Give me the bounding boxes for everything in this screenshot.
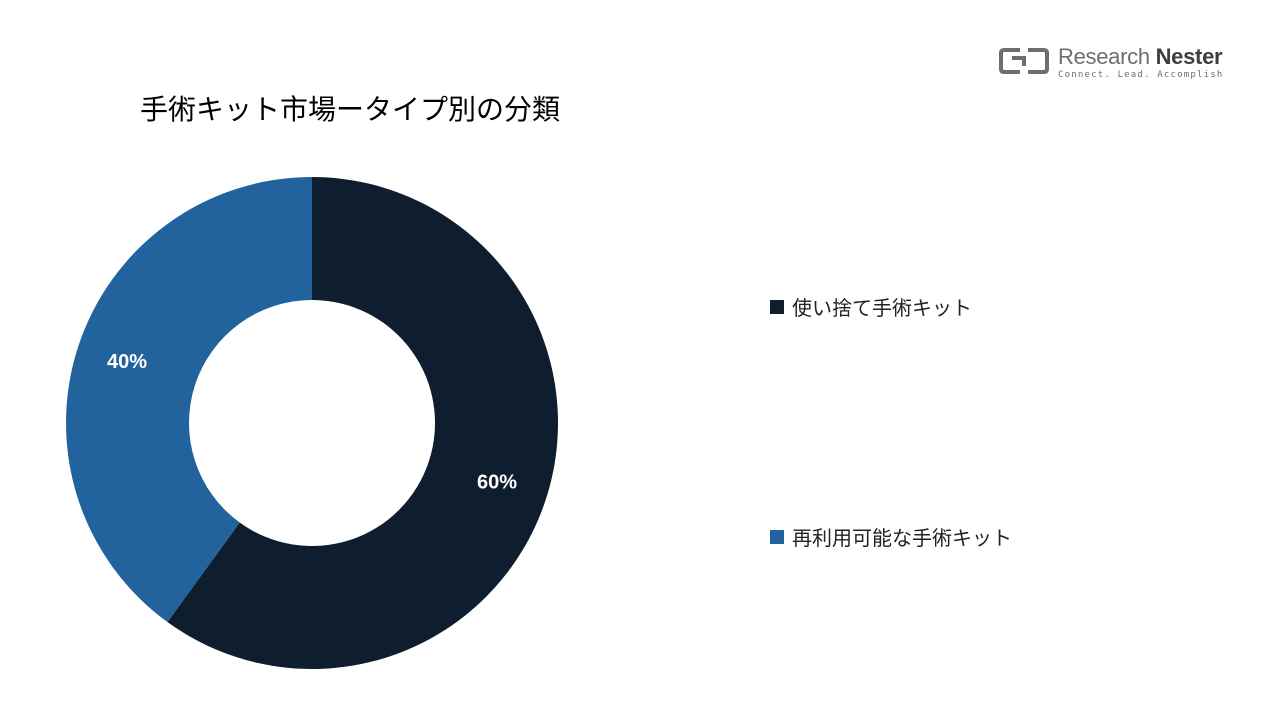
slice-disposable-label: 60% [477, 471, 517, 493]
logo-tagline: Connect. Lead. Accomplish [1058, 70, 1224, 80]
legend-item-reusable: 再利用可能な手術キット [770, 522, 1012, 551]
legend-label-reusable: 再利用可能な手術キット [792, 526, 1012, 550]
logo-name-bold: Nester [1155, 44, 1223, 69]
logo-mark-icon [999, 48, 1049, 74]
chart-title: 手術キット市場ータイプ別の分類 [140, 93, 561, 126]
slice-reusable-label: 40% [107, 351, 147, 373]
legend-item-disposable: 使い捨て手術キット [770, 292, 972, 321]
slice-reusable [66, 177, 312, 623]
slice-disposable [167, 177, 559, 669]
legend-label-disposable: 使い捨て手術キット [792, 296, 972, 320]
logo-name: Research Nester [1058, 44, 1223, 70]
legend-swatch-disposable [770, 299, 784, 314]
legend-swatch-reusable [770, 529, 784, 544]
logo-name-light: Research [1058, 44, 1156, 69]
research-nester-logo: Research Nester Connect. Lead. Accomplis… [998, 44, 1238, 84]
